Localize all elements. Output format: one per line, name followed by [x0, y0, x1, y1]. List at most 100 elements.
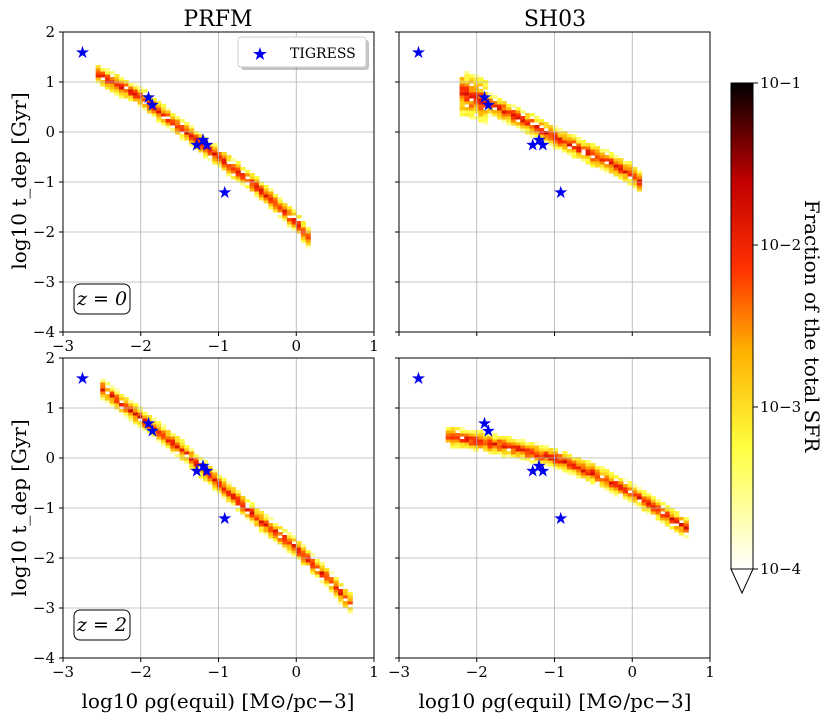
heatmap-cell — [483, 116, 489, 120]
heatmap-cell — [296, 544, 302, 548]
heatmap-cell — [198, 472, 204, 476]
heatmap-cell — [328, 580, 335, 584]
heatmap-cell — [119, 77, 125, 81]
tigress-star-point: ★ — [145, 422, 160, 442]
heatmap-cell — [604, 478, 610, 482]
heatmap-cell — [128, 412, 134, 416]
heatmap-cell — [613, 158, 619, 162]
heatmap-cell — [212, 478, 218, 482]
heatmap-cell — [604, 472, 610, 476]
heatmap-cell — [669, 508, 675, 512]
heatmap-cell — [254, 191, 260, 195]
heatmap-cell — [165, 110, 171, 114]
heatmap-cell — [501, 439, 507, 443]
heatmap-cell — [492, 113, 498, 117]
heatmap-cell — [632, 182, 638, 186]
heatmap-cell — [296, 221, 302, 225]
heatmap-cell — [156, 439, 162, 443]
heatmap-cell — [464, 439, 470, 443]
heatmap-cell — [678, 532, 685, 536]
heatmap-cell — [534, 125, 540, 129]
heatmap-cell — [492, 451, 498, 455]
heatmap-cell — [216, 161, 223, 165]
heatmap-cell — [235, 170, 241, 174]
heatmap-cell — [244, 179, 251, 183]
heatmap-cell — [576, 140, 582, 144]
heatmap-cell — [636, 170, 643, 174]
heatmap-cell — [487, 445, 493, 449]
heatmap-cell — [310, 568, 316, 572]
heatmap-cell — [585, 161, 591, 165]
heatmap-cell — [249, 511, 255, 515]
heatmap-cell — [203, 152, 209, 156]
heatmap — [95, 65, 311, 249]
heatmap-cell — [175, 116, 181, 120]
heatmap-cell — [170, 439, 176, 443]
heatmap-cell — [170, 116, 176, 120]
x-tick-label: −3 — [52, 663, 74, 681]
heatmap-cell — [608, 481, 615, 485]
heatmap-cell — [300, 233, 307, 237]
heatmap-cell — [235, 176, 241, 180]
heatmap-cell — [137, 409, 143, 413]
heatmap-cell — [147, 110, 153, 114]
heatmap-cell — [469, 430, 475, 434]
heatmap-cell — [277, 538, 283, 542]
heatmap-cell — [445, 430, 451, 434]
heatmap-cell — [478, 445, 484, 449]
heatmap-cell — [459, 86, 465, 90]
tigress-star-point: ★ — [553, 183, 568, 203]
heatmap-cell — [156, 421, 162, 425]
heatmap-cell — [151, 433, 157, 437]
heatmap-cell — [501, 104, 507, 108]
heatmap-cell — [557, 457, 563, 461]
heatmap-cell — [613, 167, 619, 171]
heatmap-cell — [114, 89, 120, 93]
heatmap-cell — [221, 478, 227, 482]
heatmap-cell — [333, 592, 339, 596]
heatmap-cell — [543, 137, 549, 141]
heatmap-cell — [608, 155, 615, 159]
heatmap-cell — [328, 586, 335, 590]
heatmap-cell — [580, 466, 587, 470]
heatmap-cell — [240, 496, 246, 500]
heatmap-cell — [151, 424, 157, 428]
heatmap-cell — [594, 475, 601, 479]
heatmap-cell — [622, 496, 629, 500]
heatmap-cell — [580, 463, 587, 467]
heatmap-cell — [529, 448, 535, 452]
heatmap-cell — [328, 589, 335, 593]
heatmap-cell — [464, 107, 470, 111]
heatmap-cell — [254, 523, 260, 527]
heatmap-cell — [636, 173, 643, 177]
heatmap-cell — [459, 442, 465, 446]
heatmap-cell — [221, 490, 227, 494]
heatmap-cell — [193, 131, 199, 135]
heatmap-cell — [483, 95, 489, 99]
heatmap-cell — [590, 146, 596, 150]
heatmap-cell — [286, 535, 293, 539]
heatmap-cell — [520, 454, 526, 458]
heatmap-cell — [445, 433, 451, 437]
heatmap-cell — [515, 454, 521, 458]
heatmap-cell — [525, 457, 531, 461]
heatmap-cell — [151, 427, 157, 431]
heatmap-cell — [478, 430, 484, 434]
heatmap-cell — [478, 439, 484, 443]
heatmap-cell — [207, 478, 213, 482]
heatmap-cell — [534, 454, 540, 458]
heatmap-cell — [268, 191, 274, 195]
heatmap-cell — [473, 77, 479, 81]
heatmap-cell — [511, 113, 517, 117]
heatmap-cell — [539, 451, 545, 455]
heatmap-cell — [193, 134, 199, 138]
heatmap-cell — [147, 95, 153, 99]
heatmap-cell — [515, 113, 521, 117]
heatmap-cell — [170, 433, 176, 437]
tigress-points: ★★★★★★★ — [411, 369, 569, 529]
heatmap-cell — [254, 511, 260, 515]
heatmap-cell — [566, 472, 573, 476]
heatmap-cell — [114, 83, 120, 87]
y-tick-label: −1 — [33, 173, 55, 191]
heatmap-cell — [571, 134, 577, 138]
